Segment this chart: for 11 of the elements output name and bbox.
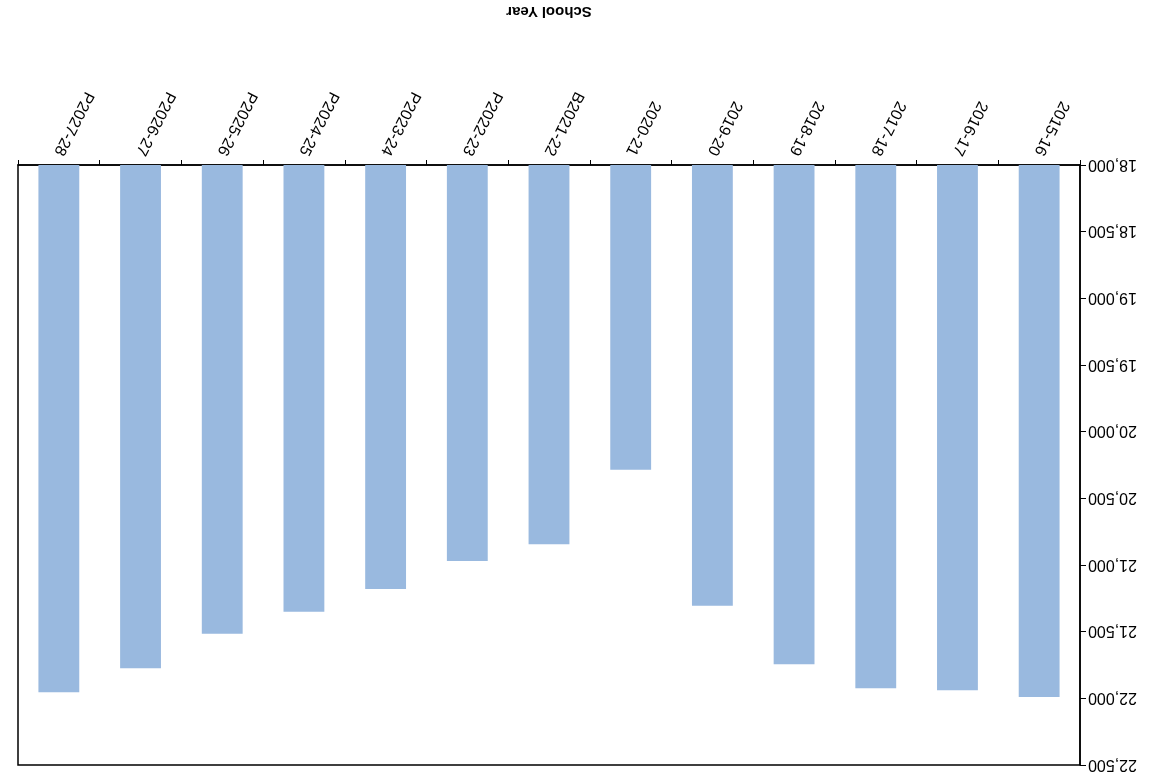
y-tick-label: 20,500	[1087, 489, 1137, 507]
y-tick-label: 22,000	[1087, 689, 1137, 707]
y-tick-label: 18,500	[1087, 223, 1137, 241]
y-tick-label: 19,500	[1087, 356, 1137, 374]
y-tick-label: 20,000	[1087, 423, 1137, 441]
y-tick-label: 22,500	[1087, 756, 1137, 774]
y-tick-label: 21,000	[1087, 556, 1137, 574]
y-tick-label: 19,000	[1087, 289, 1137, 307]
y-tick-label: 18,000	[1087, 156, 1137, 174]
y-tick-label: 21,500	[1087, 623, 1137, 641]
x-axis-title: School Year	[506, 4, 592, 21]
